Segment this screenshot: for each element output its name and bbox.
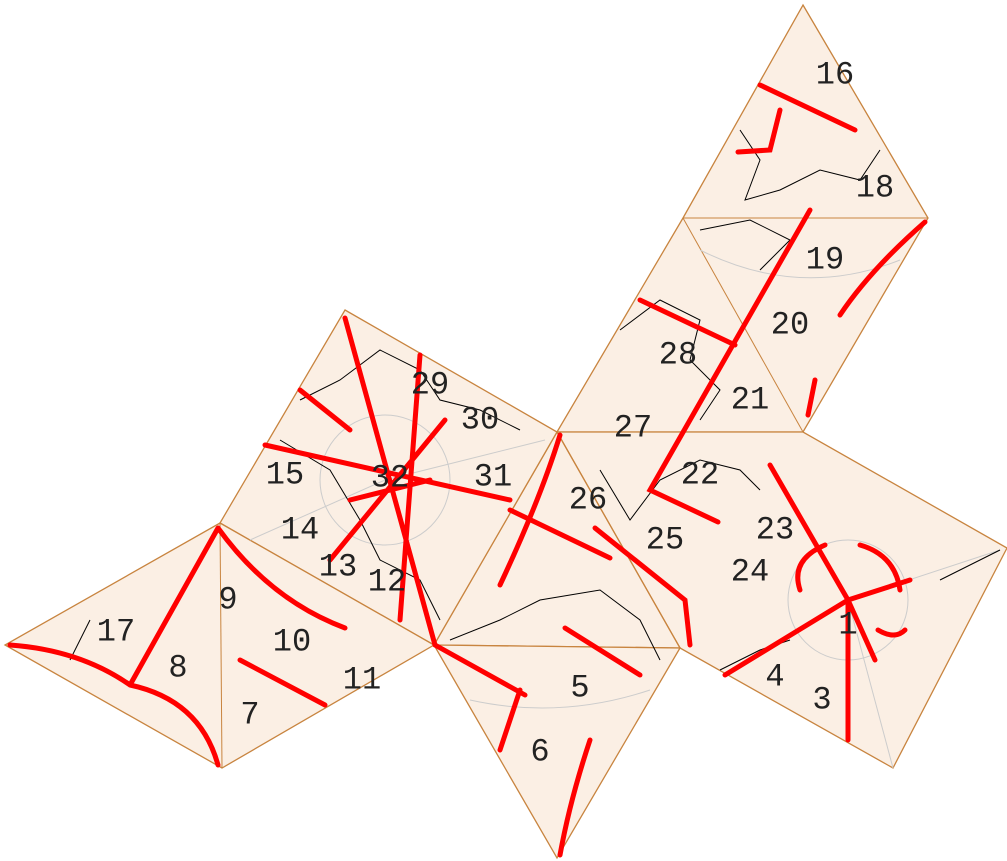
red-lines (7, 82, 928, 858)
face-label: 32 (371, 459, 409, 496)
edge (219, 522, 223, 769)
face-label: 27 (614, 409, 652, 446)
graticule-line (469, 689, 651, 709)
graticule-line (847, 599, 894, 769)
face-label: 21 (731, 381, 769, 418)
face-label: 11 (343, 661, 381, 698)
face-label: 18 (856, 169, 894, 206)
face-label: 3 (812, 681, 831, 718)
face-label: 29 (411, 366, 449, 403)
face-label: 8 (168, 649, 187, 686)
face-label: 10 (273, 623, 311, 660)
face-label: 17 (97, 613, 135, 650)
graticule-line (249, 479, 386, 541)
face-label: 12 (368, 563, 406, 600)
face-label: 5 (570, 669, 589, 706)
edge (556, 431, 681, 649)
face-label: 9 (218, 581, 237, 618)
face-label: 23 (756, 511, 794, 548)
face-bottom (432, 644, 682, 860)
red-line (722, 462, 913, 743)
face-label: 26 (569, 481, 607, 518)
face-label: 16 (816, 56, 854, 93)
face-label: 20 (771, 306, 809, 343)
face-label: 4 (765, 658, 784, 695)
face-label: 22 (681, 456, 719, 493)
face-label: 13 (319, 548, 357, 585)
face-label: 7 (240, 696, 259, 733)
red-line (837, 219, 928, 318)
face-label: 14 (281, 511, 319, 548)
face-label: 31 (474, 458, 512, 495)
red-line (432, 507, 693, 858)
face-label: 28 (659, 336, 697, 373)
face-label: 19 (806, 241, 844, 278)
face-label: 25 (646, 521, 684, 558)
face-label: 24 (731, 553, 769, 590)
red-line (637, 207, 813, 525)
face-label: 15 (266, 456, 304, 493)
face-label: 6 (530, 733, 549, 770)
graticule-circle (319, 414, 451, 546)
face-label: 30 (461, 401, 499, 438)
red-line (7, 525, 348, 768)
red-line (262, 315, 513, 648)
face-label: 1 (838, 606, 857, 643)
red-line (735, 82, 858, 155)
red-line (497, 377, 818, 588)
